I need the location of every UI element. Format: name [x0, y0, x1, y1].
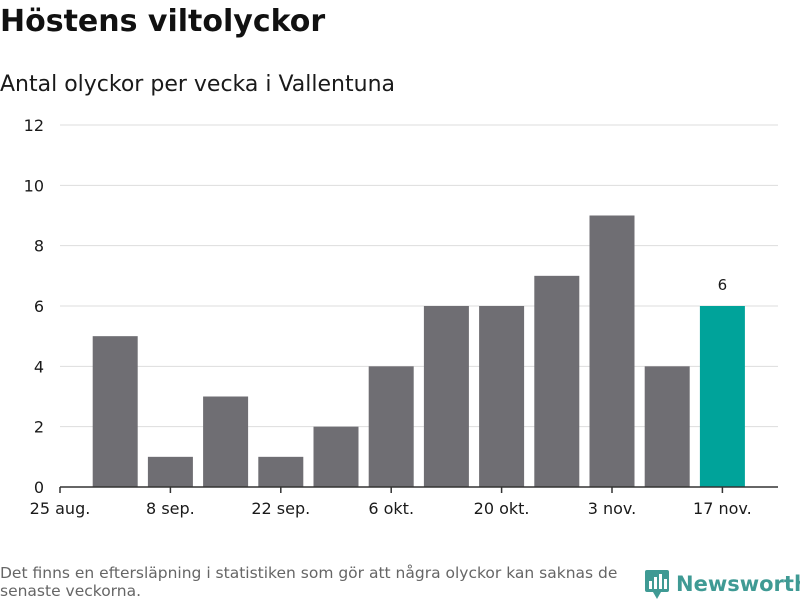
y-tick-label: 8	[34, 237, 44, 256]
bar	[203, 396, 249, 487]
bar	[92, 336, 138, 487]
bar	[589, 215, 635, 487]
bar-chart: 0 2 4 6 8 10 12 6 25 aug. 8 sep. 22 sep. 6 okt. 20 o…	[24, 116, 778, 518]
bar	[368, 366, 414, 487]
chart-subtitle: Antal olyckor per vecka i Vallentuna	[0, 72, 395, 97]
x-tick-label: 22 sep.	[251, 499, 310, 518]
axes	[59, 486, 778, 493]
bar	[534, 275, 580, 487]
bars	[92, 215, 745, 487]
chart-logo-icon	[645, 570, 669, 599]
x-tick-label: 3 nov.	[588, 499, 637, 518]
y-tick-label: 10	[24, 176, 44, 195]
newsworthy-logo: Newsworthy	[644, 568, 800, 600]
data-label: 6	[718, 276, 728, 294]
y-tick-label: 6	[34, 297, 44, 316]
bar-highlight	[699, 306, 745, 487]
x-tick-label: 20 okt.	[474, 499, 530, 518]
y-tick-label: 12	[24, 116, 44, 135]
labels: 0 2 4 6 8 10 12 6 25 aug. 8 sep. 22 sep. 6 okt. 20 o…	[24, 116, 752, 518]
x-tick-label: 17 nov.	[693, 499, 752, 518]
y-tick-label: 2	[34, 418, 44, 437]
x-tick-label: 8 sep.	[146, 499, 195, 518]
bar	[258, 456, 304, 487]
footnote: Det finns en eftersläpning i statistiken…	[0, 564, 618, 600]
x-tick-label: 6 okt.	[368, 499, 414, 518]
bar	[147, 456, 193, 487]
bar	[423, 306, 469, 487]
chart-title: Höstens viltolyckor	[0, 4, 326, 39]
bar	[313, 426, 359, 487]
x-tick-label: 25 aug.	[30, 499, 91, 518]
y-tick-label: 0	[34, 478, 44, 497]
bar	[644, 366, 690, 487]
brand-name: Newsworthy	[676, 572, 800, 596]
y-tick-label: 4	[34, 357, 44, 376]
gridlines	[60, 124, 778, 428]
bar	[479, 306, 525, 487]
